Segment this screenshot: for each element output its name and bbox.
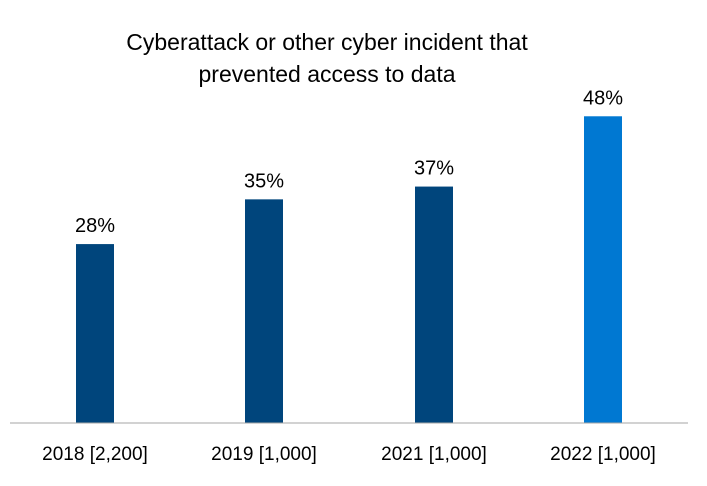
bar-value-label-1: 35%	[244, 170, 284, 192]
bars-group	[76, 116, 622, 423]
chart-title-line-2: prevented access to data	[199, 61, 456, 87]
bar-value-label-2: 37%	[414, 158, 454, 180]
bar-2	[415, 186, 453, 423]
x-tick-labels-group: 2018 [2,200] 2019 [1,000] 2021 [1,000] 2022…	[42, 444, 656, 465]
chart-title-line-1: Cyberattack or other cyber incident that	[126, 29, 528, 55]
x-tick-label-2: 2021 [1,000]	[381, 444, 487, 465]
bar-3	[584, 116, 622, 423]
x-tick-label-3: 2022 [1,000]	[550, 444, 656, 465]
bar-1	[245, 199, 283, 423]
x-tick-label-1: 2019 [1,000]	[211, 444, 317, 465]
x-tick-label-0: 2018 [2,200]	[42, 444, 148, 465]
value-labels-group: 28% 35% 37% 48%	[75, 87, 623, 237]
bar-value-label-3: 48%	[583, 87, 623, 109]
bar-0	[76, 244, 114, 423]
bar-value-label-0: 28%	[75, 215, 115, 237]
